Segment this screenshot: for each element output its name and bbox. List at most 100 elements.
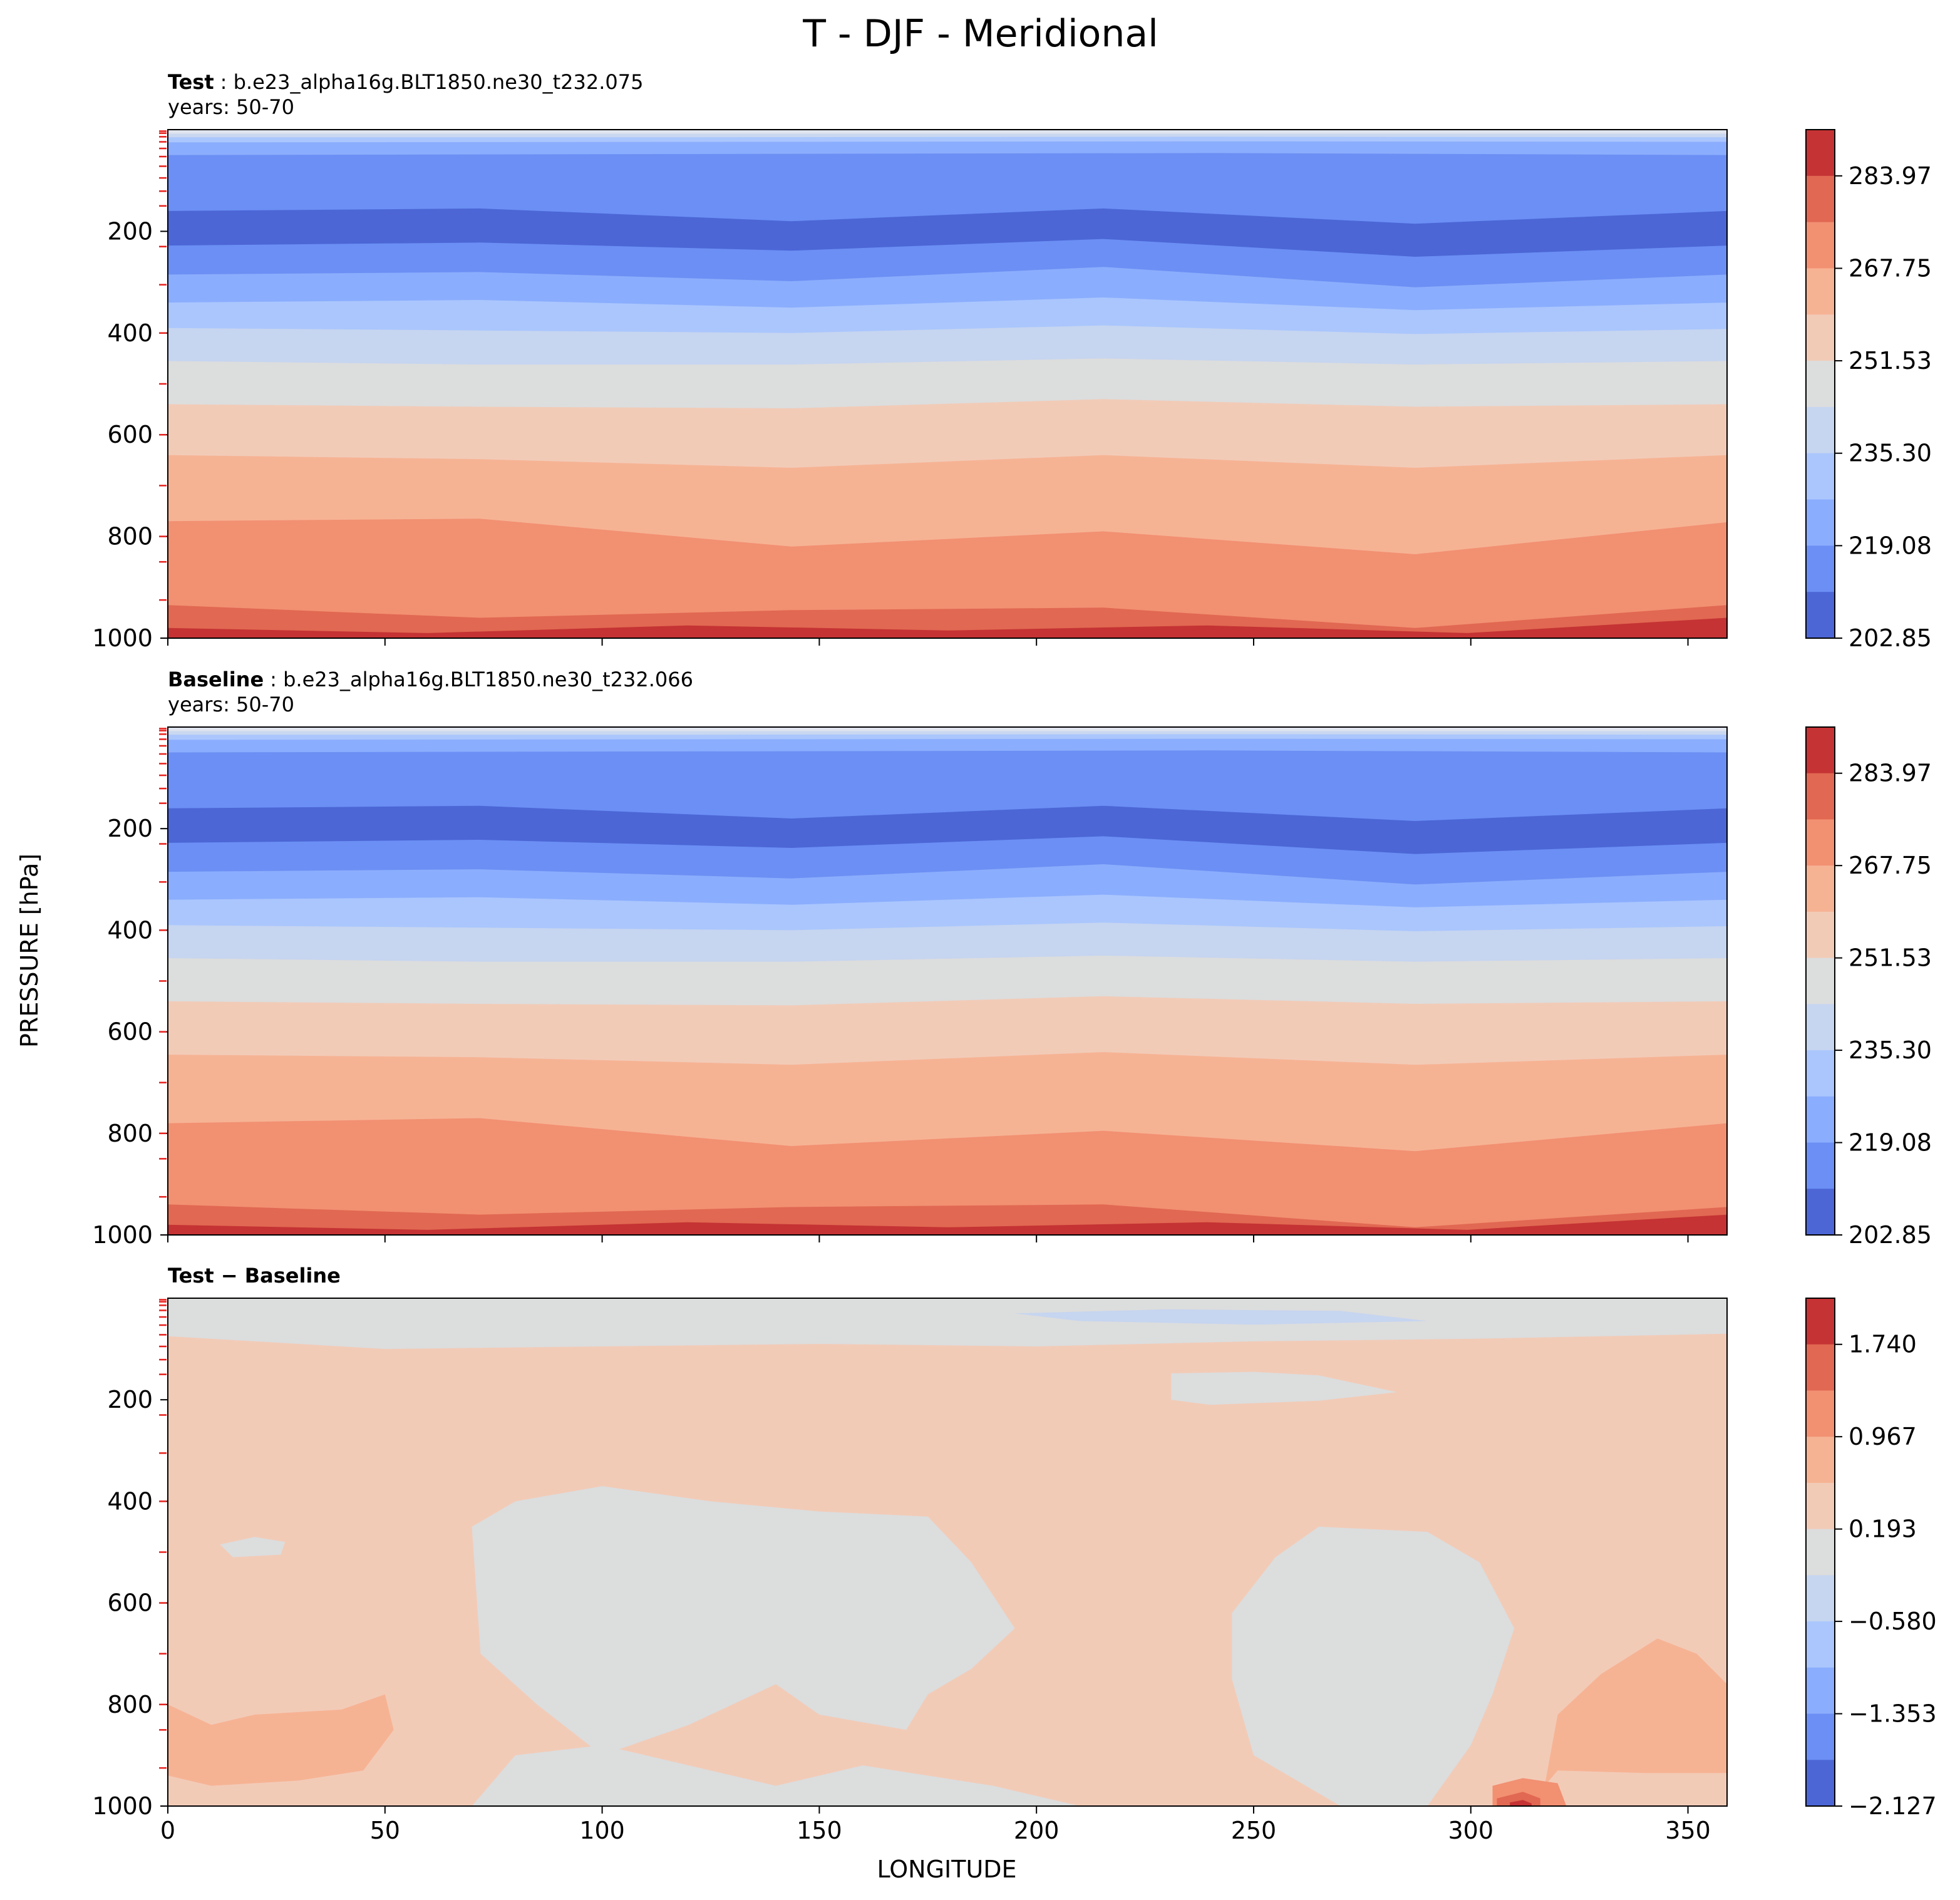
colorbar-swatch	[1806, 1189, 1835, 1236]
colorbar-frame	[1805, 1298, 1835, 1807]
colorbar-swatch	[1806, 1575, 1835, 1622]
contour-region	[1497, 1792, 1540, 1806]
contour-band-surface	[168, 617, 1727, 638]
contour-field	[168, 130, 1727, 638]
y-tick-label: 1000	[92, 1792, 153, 1820]
test-years: years: 50-70	[168, 95, 294, 119]
colorbar-swatch	[1806, 545, 1835, 592]
colorbar-swatch	[1806, 819, 1835, 866]
colorbar-swatch	[1806, 958, 1835, 1004]
baseline-years: years: 50-70	[168, 693, 294, 716]
colorbar-tick-label: −2.127	[1849, 1792, 1937, 1820]
colorbar-swatch	[1806, 499, 1835, 546]
colorbar-tick-label: 219.08	[1849, 1129, 1932, 1157]
colorbar-swatch	[1806, 1004, 1835, 1051]
contour-region	[1510, 1800, 1532, 1806]
colorbar-swatch	[1806, 1050, 1835, 1097]
y-tick-label: 400	[107, 916, 153, 944]
colorbar-swatch	[1806, 222, 1835, 269]
colorbar-tick-label: 0.193	[1849, 1515, 1917, 1543]
baseline-title: Baseline: b.e23_alpha16g.BLT1850.ne30_t2…	[168, 668, 693, 691]
colorbar-swatch	[1806, 453, 1835, 500]
colorbar-swatch	[1806, 865, 1835, 912]
colorbar-swatch	[1806, 1344, 1835, 1391]
colorbar-tick-label: 235.30	[1849, 440, 1932, 467]
y-tick-label: 800	[107, 1120, 153, 1147]
x-tick-label: 50	[370, 1817, 400, 1844]
colorbar-swatch	[1806, 175, 1835, 223]
colorbar-swatch	[1806, 361, 1835, 408]
colorbar-tick-label: 219.08	[1849, 532, 1932, 559]
colorbar-swatch	[1806, 130, 1835, 177]
x-tick-label: 300	[1448, 1817, 1494, 1844]
colorbar-tick-label: 267.75	[1849, 254, 1932, 282]
test-title: Test: b.e23_alpha16g.BLT1850.ne30_t232.0…	[168, 70, 643, 94]
y-tick-label: 1000	[92, 624, 153, 652]
colorbar-tick-label: 202.85	[1849, 624, 1932, 652]
y-tick-label: 200	[107, 217, 153, 245]
y-tick-label: 600	[107, 1018, 153, 1046]
colorbar-swatch	[1806, 406, 1835, 454]
contour-field	[168, 727, 1727, 1235]
baseline-title-bold: Baseline	[168, 668, 264, 691]
colorbar-swatch	[1806, 1667, 1835, 1715]
contour-region	[1544, 1638, 1727, 1786]
test-panel: Test: b.e23_alpha16g.BLT1850.ne30_t232.0…	[92, 70, 1932, 652]
colorbar-tick-label: 283.97	[1849, 760, 1932, 787]
y-tick-label: 600	[107, 1589, 153, 1617]
test-title-bold: Test	[168, 70, 214, 94]
y-axis-label: PRESSURE [hPa]	[16, 854, 43, 1048]
x-tick-label: 250	[1231, 1817, 1277, 1844]
colorbar-swatch	[1806, 727, 1835, 774]
colorbar-swatch	[1806, 1482, 1835, 1530]
plot-frame	[167, 129, 1728, 639]
colorbar-swatch	[1806, 592, 1835, 639]
y-tick-label: 400	[107, 1487, 153, 1515]
contour-field	[168, 1298, 1727, 1806]
colorbar-tick-label: 267.75	[1849, 852, 1932, 879]
y-tick-label: 400	[107, 319, 153, 347]
y-tick-label: 600	[107, 421, 153, 448]
figure-title: T - DJF - Meridional	[802, 12, 1158, 56]
colorbar-swatch	[1806, 773, 1835, 820]
y-tick-label: 200	[107, 1386, 153, 1413]
colorbar-swatch	[1806, 1096, 1835, 1144]
contour-region	[220, 1537, 286, 1557]
contour-band	[168, 519, 1727, 638]
difference-panel: Test − Baseline LONGITUDE 200 400 600 800 10…	[92, 1264, 1936, 1883]
colorbar-swatch	[1806, 1621, 1835, 1668]
colorbar-swatch	[1806, 268, 1835, 315]
plot-frame	[167, 726, 1728, 1236]
x-tick-label: 0	[160, 1817, 175, 1844]
y-tick-label: 200	[107, 815, 153, 842]
colorbar-tick-label: 0.967	[1849, 1423, 1917, 1450]
contour-region	[168, 1694, 394, 1786]
colorbar-swatch	[1806, 1142, 1835, 1189]
x-tick-label: 150	[797, 1817, 842, 1844]
contour-band-surface	[168, 1214, 1727, 1235]
baseline-panel: Baseline: b.e23_alpha16g.BLT1850.ne30_t2…	[92, 668, 1932, 1249]
colorbar-swatch	[1806, 1390, 1835, 1437]
x-tick-label: 350	[1665, 1817, 1711, 1844]
colorbar-swatch	[1806, 1529, 1835, 1576]
colorbar-tick-label: 1.740	[1849, 1331, 1917, 1358]
contour-region	[1171, 1371, 1397, 1405]
x-tick-label: 200	[1014, 1817, 1060, 1844]
colorbar-swatch	[1806, 314, 1835, 361]
colorbar-swatch	[1806, 911, 1835, 959]
y-tick-label: 800	[107, 1691, 153, 1718]
colorbar-tick-label: 235.30	[1849, 1036, 1932, 1064]
contour-region	[472, 1745, 1080, 1806]
contour-region	[1014, 1309, 1428, 1325]
contour-region	[1232, 1526, 1515, 1806]
colorbar-swatch	[1806, 1298, 1835, 1345]
colorbar-swatch	[1806, 1760, 1835, 1807]
colorbar-tick-label: −0.580	[1849, 1608, 1937, 1635]
y-tick-label: 800	[107, 523, 153, 550]
colorbar-frame	[1805, 726, 1835, 1236]
colorbar-tick-label: 251.53	[1849, 347, 1932, 374]
contour-region	[472, 1486, 1015, 1755]
colorbar-tick-label: −1.353	[1849, 1700, 1937, 1728]
colorbar-frame	[1805, 129, 1835, 639]
